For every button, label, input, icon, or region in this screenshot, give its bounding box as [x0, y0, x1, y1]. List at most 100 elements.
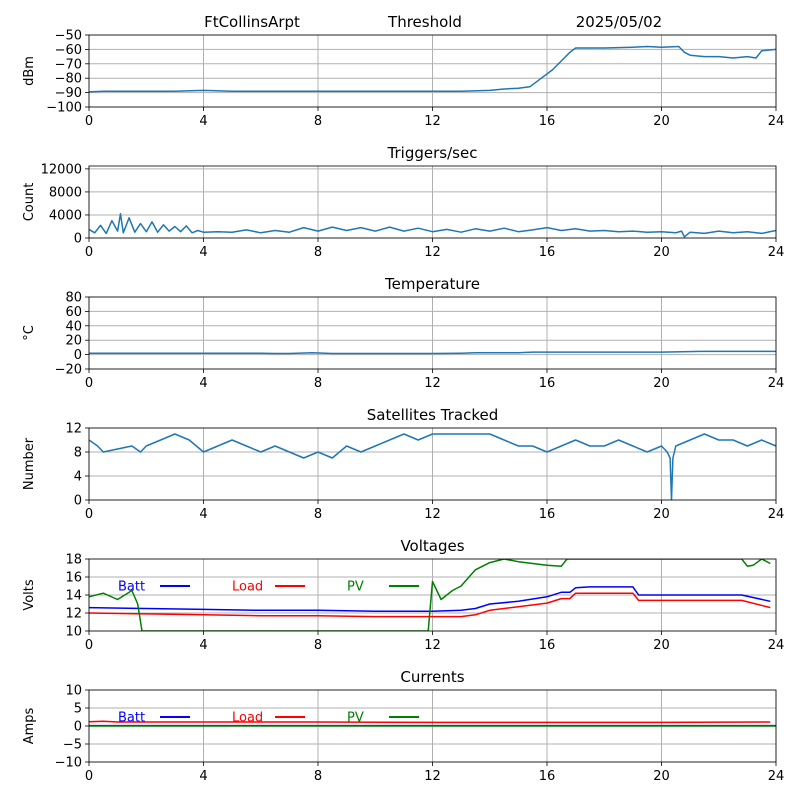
y-tick-label: 0 [74, 720, 82, 735]
chart-voltages: 0 4 8 12 16 20 24 10 12 14 16 18 Voltages Volts Batt Lo… [22, 537, 784, 653]
x-tick-label: 8 [314, 507, 322, 522]
x-tick-label: 20 [653, 114, 670, 129]
series-line-batt [89, 586, 771, 612]
y-tick-label: 12 [65, 422, 82, 437]
y-axis-label: Volts [22, 579, 37, 611]
series-line-0 [89, 433, 776, 500]
x-tick-label: 20 [653, 769, 670, 784]
x-tick-label: 12 [424, 769, 441, 784]
y-tick-label: 16 [65, 571, 82, 586]
x-tick-label: 0 [85, 769, 93, 784]
x-tick-label: 24 [768, 507, 785, 522]
y-axis-label: Count [22, 183, 37, 222]
y-tick-label: 8000 [49, 185, 82, 200]
series-line-pv [89, 559, 771, 631]
legend-label-pv: PV [347, 711, 364, 726]
y-tick-label: −100 [46, 101, 82, 116]
header: FtCollinsArpt Threshold 2025/05/02 [204, 13, 662, 31]
chart-title: Voltages [400, 537, 464, 555]
x-tick-label: 24 [768, 376, 785, 391]
chart-title: Temperature [384, 275, 480, 293]
x-tick-label: 24 [768, 769, 785, 784]
series-line-0 [89, 213, 776, 238]
y-tick-label: 14 [65, 589, 82, 604]
y-tick-label: 12 [65, 607, 82, 622]
legend-label-pv: PV [347, 580, 364, 595]
x-tick-label: 12 [424, 507, 441, 522]
x-tick-label: 16 [539, 769, 556, 784]
x-tick-label: 20 [653, 245, 670, 260]
legend-label-load: Load [232, 711, 263, 726]
y-axis-label: °C [22, 325, 37, 341]
y-tick-label: 0 [74, 348, 82, 363]
y-tick-label: −60 [55, 43, 82, 58]
legend-label-load: Load [232, 580, 263, 595]
y-tick-label: −70 [55, 57, 82, 72]
x-tick-label: 20 [653, 376, 670, 391]
chart-triggers: 0 4 8 12 16 20 24 0 4000 8000 12000 Triggers/sec Cou… [22, 144, 784, 260]
y-tick-label: −50 [55, 29, 82, 44]
y-tick-label: 20 [65, 334, 82, 349]
legend-label-batt: Batt [118, 711, 145, 726]
x-tick-label: 8 [314, 114, 322, 129]
y-tick-label: 18 [65, 553, 82, 568]
chart-title: Triggers/sec [387, 144, 478, 162]
x-tick-label: 4 [199, 769, 207, 784]
header-threshold: Threshold [387, 13, 462, 31]
x-tick-label: 24 [768, 638, 785, 653]
series-line-0 [89, 45, 776, 93]
x-tick-label: 16 [539, 507, 556, 522]
y-tick-label: −5 [63, 738, 82, 753]
chart-title: Currents [400, 668, 464, 686]
x-tick-label: 0 [85, 507, 93, 522]
x-tick-label: 16 [539, 114, 556, 129]
chart-threshold: 0 4 8 12 16 20 24 −100−90−80−70−60−50 dBm [22, 29, 784, 130]
y-axis-label: dBm [22, 56, 37, 86]
x-tick-label: 0 [85, 114, 93, 129]
y-tick-label: 40 [65, 319, 82, 334]
y-axis-label: Number [22, 437, 37, 490]
series-line-load [89, 720, 771, 724]
y-tick-label: 10 [65, 684, 82, 699]
y-tick-label: 60 [65, 305, 82, 320]
x-tick-label: 12 [424, 245, 441, 260]
x-tick-label: 8 [314, 638, 322, 653]
legend-label-batt: Batt [118, 580, 145, 595]
x-tick-label: 4 [199, 507, 207, 522]
x-tick-label: 4 [199, 245, 207, 260]
x-tick-label: 0 [85, 376, 93, 391]
x-tick-label: 12 [424, 638, 441, 653]
y-tick-label: 12000 [41, 162, 82, 177]
x-tick-label: 24 [768, 114, 785, 129]
y-tick-label: 4 [74, 470, 82, 485]
x-tick-label: 8 [314, 376, 322, 391]
y-tick-label: 0 [74, 232, 82, 247]
chart-currents: 0 4 8 12 16 20 24 −10 −5 0 5 10 Currents Amps Batt Load… [22, 668, 784, 784]
y-tick-label: 10 [65, 625, 82, 640]
x-tick-label: 4 [199, 114, 207, 129]
x-tick-label: 20 [653, 638, 670, 653]
y-tick-label: −90 [55, 86, 82, 101]
header-station: FtCollinsArpt [204, 13, 300, 31]
x-tick-label: 0 [85, 245, 93, 260]
x-tick-label: 24 [768, 245, 785, 260]
y-tick-label: −80 [55, 72, 82, 87]
x-tick-label: 16 [539, 245, 556, 260]
y-tick-label: 8 [74, 446, 82, 461]
y-tick-label: 5 [74, 702, 82, 717]
y-tick-label: 80 [65, 291, 82, 306]
series-line-load [89, 592, 771, 618]
y-axis-label: Amps [22, 707, 37, 744]
x-tick-label: 8 [314, 769, 322, 784]
x-tick-label: 8 [314, 245, 322, 260]
y-tick-label: −10 [55, 756, 82, 771]
x-tick-label: 12 [424, 376, 441, 391]
y-tick-label: −20 [55, 363, 82, 378]
x-tick-label: 16 [539, 638, 556, 653]
y-tick-label: 0 [74, 494, 82, 509]
series-line-0 [89, 350, 776, 355]
header-date: 2025/05/02 [576, 13, 662, 31]
